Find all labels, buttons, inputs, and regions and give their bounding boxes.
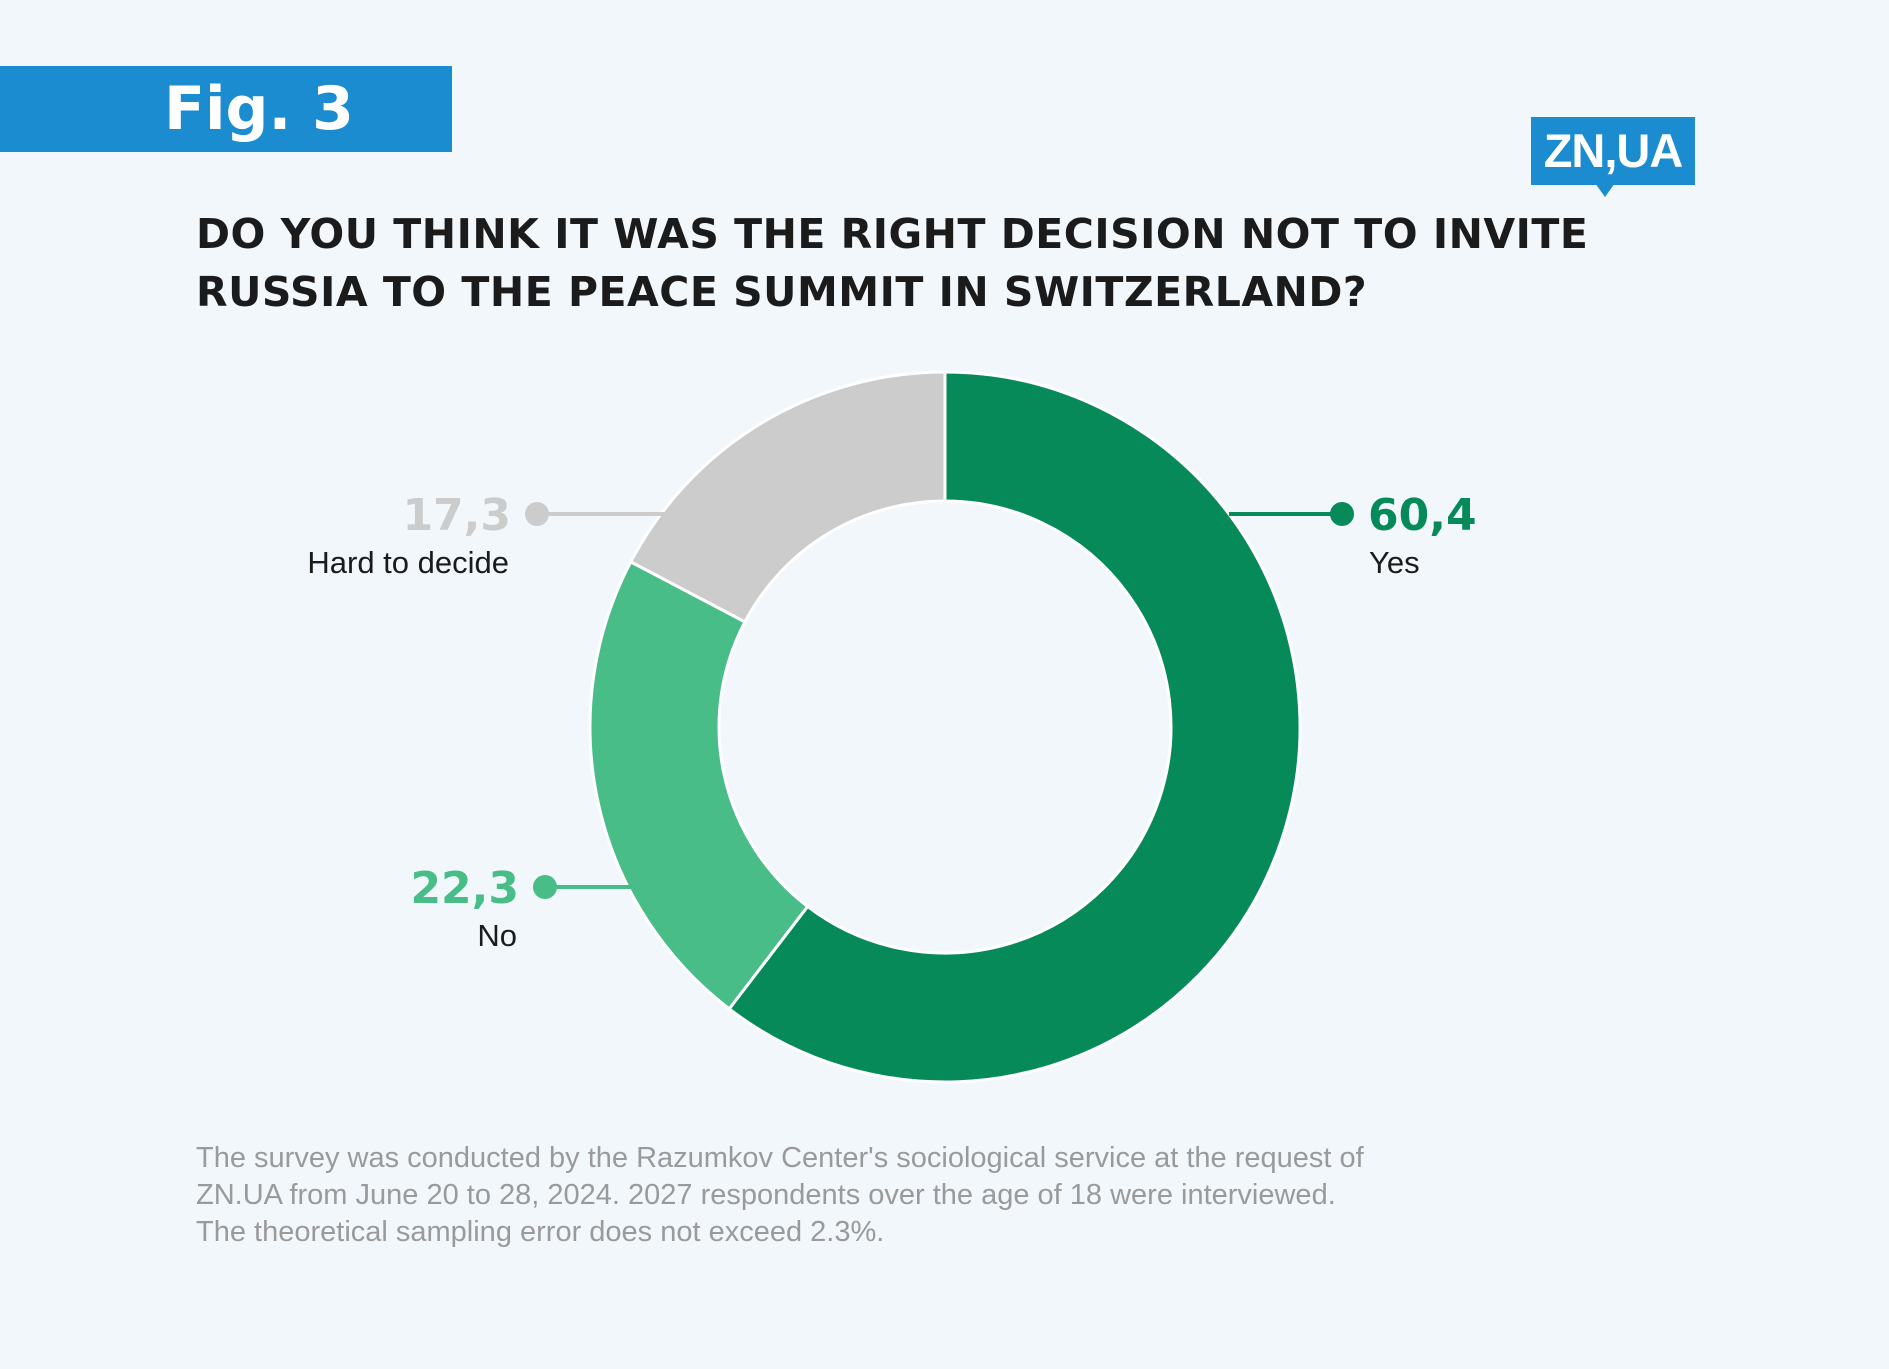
category-label-no: No: [477, 918, 517, 953]
leader-dot-hard-to-decide: [525, 502, 549, 526]
logo-speech-tail: [1595, 183, 1615, 197]
category-label-yes: Yes: [1369, 545, 1420, 580]
donut-slice-hard-to-decide: [628, 370, 947, 624]
donut-slice-yes: [727, 370, 1302, 1084]
chart-title: DO YOU THINK IT WAS THE RIGHT DECISION N…: [196, 205, 1596, 321]
footnote-line: The survey was conducted by the Razumkov…: [196, 1142, 1364, 1174]
donut-slice-no: [588, 559, 810, 1011]
chart-title-line: DO YOU THINK IT WAS THE RIGHT DECISION N…: [196, 210, 1589, 258]
logo-text: ZN,UA: [1543, 124, 1684, 177]
category-label-hard-to-decide: Hard to decide: [307, 545, 509, 580]
value-label-no: 22,3: [410, 863, 519, 914]
figure-label: Fig. 3: [164, 74, 354, 144]
zn-ua-logo: ZN,UA: [1531, 117, 1695, 197]
chart-title-line: RUSSIA TO THE PEACE SUMMIT IN SWITZERLAN…: [196, 268, 1368, 316]
value-label-hard-to-decide: 17,3: [402, 490, 511, 541]
footnote-line: The theoretical sampling error does not …: [196, 1216, 885, 1248]
survey-footnote: The survey was conducted by the Razumkov…: [196, 1140, 1596, 1251]
leader-dot-yes: [1330, 502, 1354, 526]
value-label-yes: 60,4: [1368, 490, 1477, 541]
footnote-line: ZN.UA from June 20 to 28, 2024. 2027 res…: [196, 1179, 1336, 1211]
leader-dot-no: [533, 875, 557, 899]
figure-label-banner: Fig. 3: [0, 66, 452, 152]
